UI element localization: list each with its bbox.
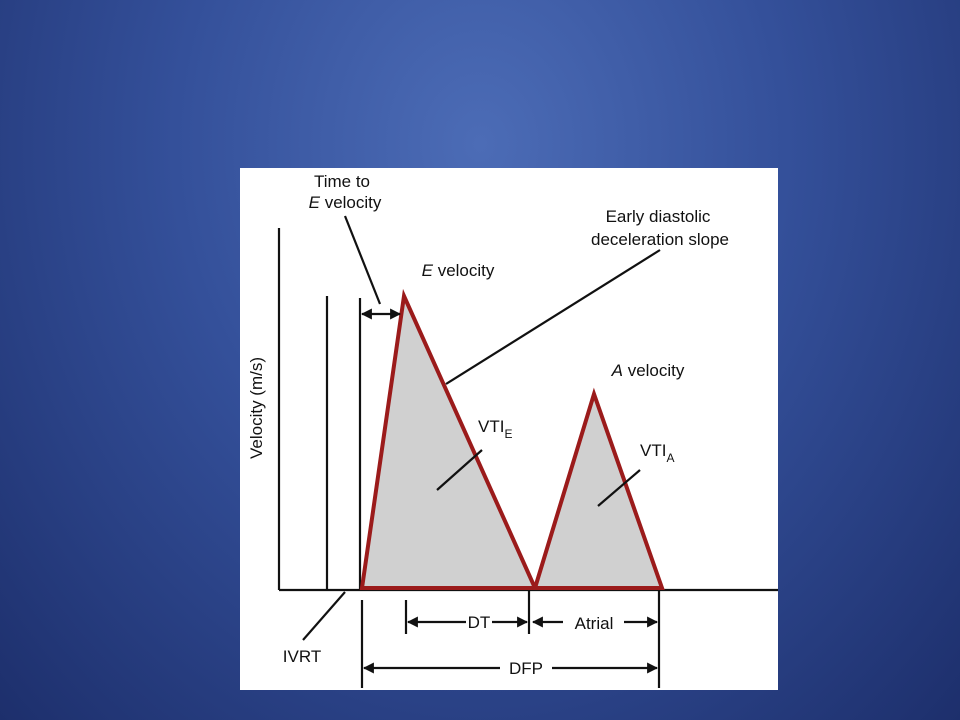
label: DFP [509, 659, 543, 678]
label: Time to [314, 172, 370, 191]
label-part: velocity [628, 361, 685, 380]
y-axis-label: Velocity (m/s) [247, 357, 266, 459]
label: A velocity [611, 361, 685, 380]
label-part: VTI [640, 441, 666, 460]
leader [597, 469, 641, 507]
label: IVRT [283, 647, 321, 666]
label-part: velocity [438, 261, 495, 280]
label-part: A [611, 361, 623, 380]
label-part: E [422, 261, 434, 280]
label: VTIE [478, 417, 512, 441]
label: Atrial [575, 614, 614, 633]
leader [343, 215, 382, 305]
label-part: velocity [325, 193, 382, 212]
label: E velocity [422, 261, 495, 280]
e-wave [359, 288, 539, 590]
label-part: VTI [478, 417, 504, 436]
label: E velocity [309, 193, 382, 212]
label: deceleration slope [591, 230, 729, 249]
label: VTIA [640, 441, 674, 465]
panel [240, 168, 778, 690]
leader [445, 249, 661, 385]
label: DT [468, 613, 491, 632]
label-part: E [309, 193, 321, 212]
leader [302, 591, 346, 641]
a-wave [532, 387, 665, 590]
label-subscript: E [504, 427, 512, 441]
label-subscript: A [666, 451, 674, 465]
label: Early diastolic [606, 207, 711, 226]
leader [436, 449, 483, 491]
